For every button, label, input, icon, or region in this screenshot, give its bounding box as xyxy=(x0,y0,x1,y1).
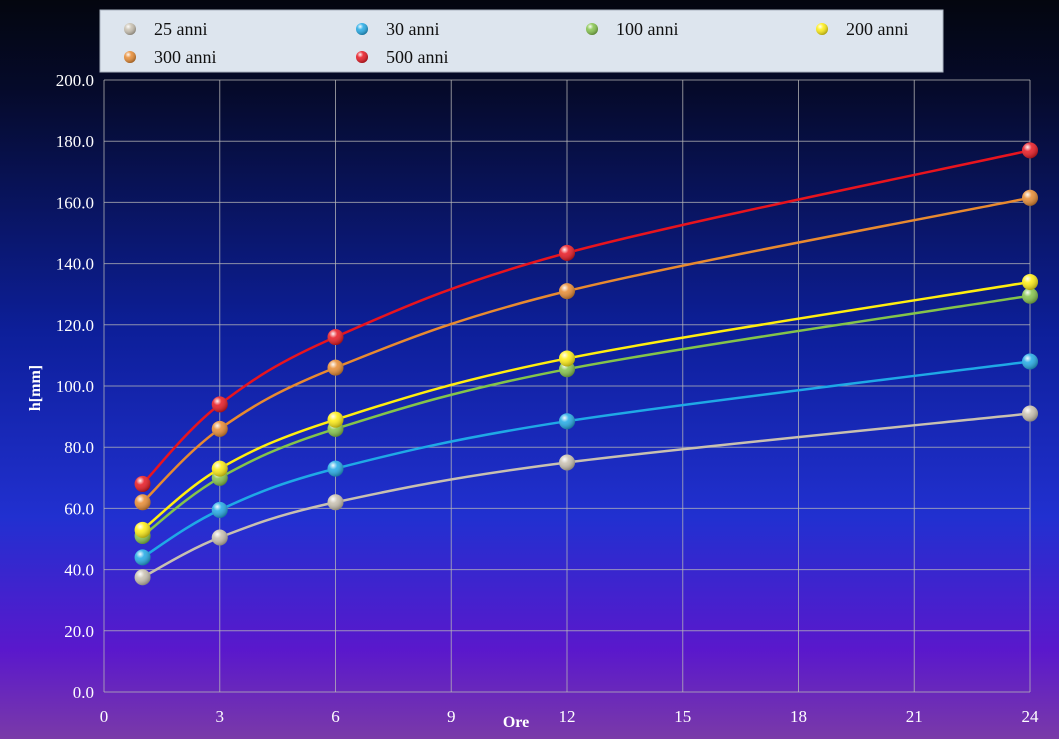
x-tick-label: 0 xyxy=(100,707,109,726)
y-axis-title: h[mm] xyxy=(27,365,44,411)
y-tick-label: 40.0 xyxy=(64,561,94,580)
data-point-shine xyxy=(327,411,344,428)
legend-marker-shine xyxy=(816,23,828,35)
data-point-shine xyxy=(559,413,575,430)
x-tick-label: 24 xyxy=(1022,707,1040,726)
series-30-anni xyxy=(134,353,1038,566)
legend-label: 300 anni xyxy=(154,47,217,67)
data-point-shine xyxy=(134,475,151,492)
legend-marker-shine xyxy=(356,51,368,63)
y-tick-label: 180.0 xyxy=(56,132,94,151)
legend-label: 30 anni xyxy=(386,19,440,39)
legend-marker-shine xyxy=(124,23,136,35)
legend-box xyxy=(99,9,944,73)
legend-label: 25 anni xyxy=(154,19,208,39)
series-200-anni xyxy=(134,273,1038,538)
y-tick-label: 80.0 xyxy=(64,438,94,457)
data-point-shine xyxy=(559,454,575,471)
data-point-shine xyxy=(211,396,228,413)
data-point-shine xyxy=(559,283,575,300)
y-tick-label: 160.0 xyxy=(56,193,94,212)
data-point-shine xyxy=(1022,353,1038,370)
legend-marker-shine xyxy=(124,51,136,63)
grid xyxy=(103,79,1031,693)
x-tick-label: 3 xyxy=(216,707,225,726)
data-point-shine xyxy=(211,460,228,477)
data-point-shine xyxy=(327,494,344,511)
legend-marker-shine xyxy=(356,23,368,35)
x-tick-label: 15 xyxy=(674,707,691,726)
y-tick-label: 100.0 xyxy=(56,377,94,396)
data-point-shine xyxy=(1022,273,1038,290)
legend-marker-shine xyxy=(586,23,598,35)
data-point-shine xyxy=(1022,189,1038,206)
series-25-anni xyxy=(134,405,1038,586)
data-point-shine xyxy=(559,244,575,261)
legend-label: 500 anni xyxy=(386,47,449,67)
y-tick-label: 200.0 xyxy=(56,71,94,90)
data-point-shine xyxy=(327,460,344,477)
x-tick-label: 18 xyxy=(790,707,807,726)
y-tick-label: 120.0 xyxy=(56,316,94,335)
y-tick-label: 20.0 xyxy=(64,622,94,641)
legend-label: 200 anni xyxy=(846,19,909,39)
data-point-shine xyxy=(134,549,151,566)
legend-label: 100 anni xyxy=(616,19,679,39)
data-point-shine xyxy=(211,529,228,546)
axes: 0.0 20.0 40.0 60.0 80.0 100.0 120.0 140.0 160.0 1… xyxy=(56,71,1039,726)
y-tick-label: 140.0 xyxy=(56,255,94,274)
y-tick-label: 60.0 xyxy=(64,499,94,518)
data-point-shine xyxy=(134,521,151,538)
series-500-anni xyxy=(134,142,1038,492)
data-point-shine xyxy=(327,359,344,376)
x-tick-label: 6 xyxy=(331,707,340,726)
x-tick-label: 9 xyxy=(447,707,456,726)
legend: 25 anni 30 anni 100 anni 200 anni 300 anni 50… xyxy=(99,9,944,73)
x-tick-label: 12 xyxy=(559,707,576,726)
data-point-shine xyxy=(1022,142,1038,159)
series-300-anni xyxy=(134,189,1038,511)
data-point-shine xyxy=(134,569,151,586)
x-axis-title: Ore xyxy=(503,714,529,731)
y-tick-label: 0.0 xyxy=(73,683,94,702)
data-point-shine xyxy=(1022,287,1038,304)
data-point-shine xyxy=(211,501,228,518)
series-layer xyxy=(134,142,1038,586)
data-point-shine xyxy=(559,350,575,367)
x-tick-label: 21 xyxy=(906,707,923,726)
data-point-shine xyxy=(327,329,344,346)
data-point-shine xyxy=(134,494,151,511)
data-point-shine xyxy=(211,420,228,437)
data-point-shine xyxy=(1022,405,1038,422)
